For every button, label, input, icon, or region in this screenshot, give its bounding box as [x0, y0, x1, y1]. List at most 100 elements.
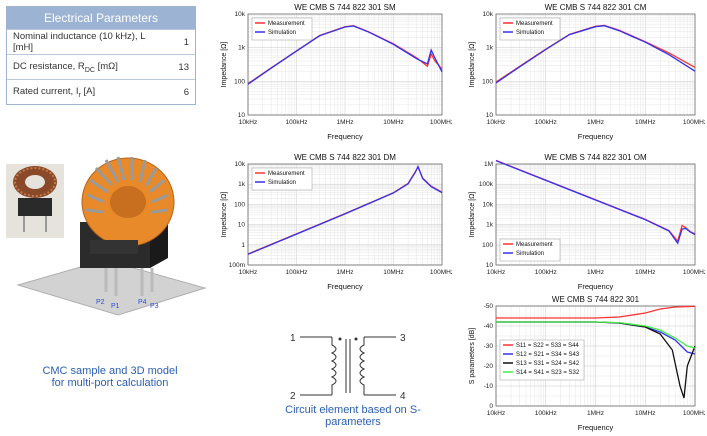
electrical-parameters-table: Electrical Parameters Nominal inductance…: [6, 6, 196, 105]
chart-om: 10kHz 100kHz 1MHz 10MHz 100MHz 10 100 1k 10k 100k…: [460, 150, 705, 295]
y-tick-label: -20: [484, 363, 494, 370]
x-tick-label: 10kHz: [239, 269, 257, 276]
row-value: 6: [183, 86, 189, 98]
y-tick-label: 1k: [238, 45, 246, 52]
legend-entry: Measurement: [268, 21, 305, 27]
legend-entry: Simulation: [516, 30, 544, 36]
x-tick-label: 10MHz: [383, 269, 404, 276]
caption-line: CMC sample and 3D model: [42, 365, 178, 377]
chart-title: WE CMB S 744 822 301 OM: [544, 153, 647, 162]
pin-label-1: 1: [290, 333, 296, 344]
y-tick-label: 1k: [238, 181, 246, 188]
legend-entry: Simulation: [516, 251, 544, 257]
legend-entry: Measurement: [516, 242, 553, 248]
cmc-model-illustration: P2 P1 P4 P3: [6, 156, 207, 316]
y-tick-label: 100: [234, 201, 245, 208]
y-tick-label: 100: [482, 78, 493, 85]
circuit-symbol: 1 2 3 4: [290, 333, 406, 402]
series-line: [247, 25, 443, 85]
row-label: Rated current, Ir [A]: [13, 85, 96, 99]
x-tick-label: 10MHz: [635, 119, 656, 126]
chart-svg: 10kHz 100kHz 1MHz 10MHz 100MHz 0 -10 -20 -30 -40 -…: [469, 295, 705, 432]
chart-sm: 10kHz 100kHz 1MHz 10MHz 100MHz 10 100 1k 10k WE C…: [212, 0, 452, 145]
x-tick-label: 10kHz: [487, 410, 505, 417]
y-tick-label: -40: [484, 323, 494, 330]
x-tick-label: 100kHz: [535, 269, 557, 276]
y-tick-label: 10k: [483, 201, 494, 208]
legend-entry: Measurement: [268, 171, 305, 177]
y-tick-label: 10: [486, 262, 494, 269]
x-tick-label: 100MHz: [683, 119, 705, 126]
table-row: DC resistance, RDC [mΩ] 13: [7, 54, 195, 79]
x-tick-label: 100kHz: [285, 269, 307, 276]
legend-entry: S11 = S22 = S33 = S44: [516, 343, 579, 349]
chart-svg: 10kHz 100kHz 1MHz 10MHz 100MHz 10 100 1k 10k WE C…: [469, 3, 705, 141]
y-axis-label: Impedance [Ω]: [469, 192, 476, 238]
legend-entry: Measurement: [516, 21, 553, 27]
legend-entry: S13 = S31 = S24 = S42: [516, 361, 580, 367]
legend: S11 = S22 = S33 = S44 S12 = S21 = S34 = S…: [499, 339, 585, 381]
legend-entry: Simulation: [268, 30, 296, 36]
y-tick-label: 10: [238, 222, 246, 229]
y-tick-label: 1k: [486, 45, 494, 52]
series-line: [496, 305, 696, 319]
x-tick-label: 1MHz: [587, 119, 604, 126]
pin-label-3: 3: [400, 333, 406, 344]
row-label: DC resistance, RDC [mΩ]: [13, 60, 118, 74]
y-tick-label: 10k: [235, 11, 246, 18]
ground-plane: [16, 259, 207, 316]
y-tick-label: 10: [486, 112, 494, 119]
pin-label-4: 4: [400, 391, 406, 402]
port-label-p4: P4: [138, 299, 147, 306]
chart-svg: 10kHz 100kHz 1MHz 10MHz 100MHz 10 100 1k 10k 100k…: [469, 153, 705, 291]
port-label-p1: P1: [111, 303, 120, 310]
x-axis-label: Frequency: [327, 282, 363, 291]
legend: Measurement Simulation: [499, 238, 561, 262]
chart-dm: 10kHz 100kHz 1MHz 10MHz 100MHz 100m 1 10 100 1k 10…: [212, 150, 452, 295]
series-line: [495, 160, 696, 245]
model-caption: CMC sample and 3D model for multi-port c…: [20, 365, 200, 389]
x-tick-label: 100kHz: [535, 410, 557, 417]
y-tick-label: 0: [489, 403, 493, 410]
y-axis-label: Impedance [Ω]: [221, 42, 228, 88]
y-tick-label: 10k: [483, 11, 494, 18]
x-tick-label: 10kHz: [487, 119, 505, 126]
x-tick-label: 1MHz: [337, 269, 354, 276]
table-row: Rated current, Ir [A] 6: [7, 79, 195, 104]
row-label: Nominal inductance (10 kHz), L [mH]: [13, 31, 146, 53]
table-row: Nominal inductance (10 kHz), L [mH] 1: [7, 29, 195, 54]
table-header: Electrical Parameters: [7, 7, 195, 29]
y-tick-label: 100: [482, 242, 493, 249]
chart-title: WE CMB S 744 822 301 SM: [294, 3, 396, 12]
chart-title: WE CMB S 744 822 301 DM: [294, 153, 396, 162]
x-tick-label: 10MHz: [635, 269, 656, 276]
x-tick-label: 1MHz: [337, 119, 354, 126]
y-tick-label: -30: [484, 343, 494, 350]
legend: Measurement Simulation: [499, 17, 561, 41]
circuit-caption: Circuit element based on S-parameters: [285, 404, 421, 428]
legend: Measurement Simulation: [251, 17, 313, 41]
y-axis-label: Impedance [Ω]: [469, 42, 476, 88]
x-tick-label: 100MHz: [683, 269, 705, 276]
x-axis-label: Frequency: [578, 282, 614, 291]
x-axis-label: Frequency: [327, 132, 363, 141]
caption-line: for multi-port calculation: [51, 377, 169, 389]
x-tick-label: 10kHz: [487, 269, 505, 276]
y-axis-label: S parameters [dB]: [469, 328, 476, 384]
legend-entry: S12 = S21 = S34 = S43: [516, 352, 580, 358]
x-axis-label: Frequency: [578, 132, 614, 141]
x-axis-label: Frequency: [578, 423, 614, 432]
cmc-photo: [6, 164, 64, 238]
y-tick-label: -50: [484, 303, 494, 310]
x-tick-label: 100MHz: [430, 119, 452, 126]
y-tick-label: 1M: [484, 161, 493, 168]
y-tick-label: -10: [484, 383, 494, 390]
chart-s-parameters: 10kHz 100kHz 1MHz 10MHz 100MHz 0 -10 -20 -30 -40 -…: [460, 292, 705, 436]
pin-label-2: 2: [290, 391, 296, 402]
x-tick-label: 100MHz: [430, 269, 452, 276]
chart-svg: 10kHz 100kHz 1MHz 10MHz 100MHz 100m 1 10 100 1k 10…: [221, 153, 452, 291]
y-tick-label: 100k: [479, 181, 494, 188]
y-tick-label: 10: [238, 112, 246, 119]
legend-entry: Simulation: [268, 180, 296, 186]
row-value: 13: [178, 61, 189, 73]
